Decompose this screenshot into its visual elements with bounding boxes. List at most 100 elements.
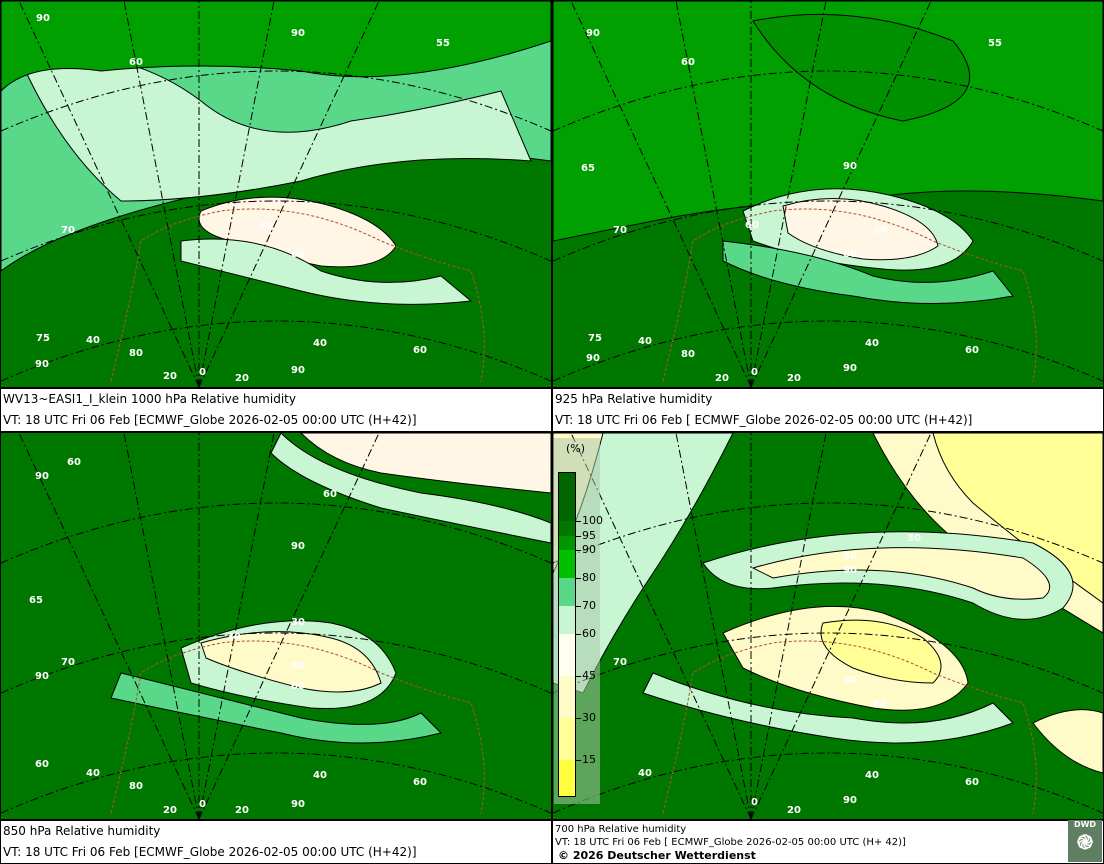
latitude-line <box>553 200 1103 262</box>
legend-tick <box>575 760 581 761</box>
legend-tick <box>575 521 581 522</box>
contour-label: 90 <box>843 161 857 172</box>
contour-label: 60 <box>129 57 143 68</box>
map-700: 30 60 90 70 30 60 40 40 60 0 20 90 <box>553 433 1103 819</box>
contour-label: 75 <box>36 333 50 344</box>
contour-label: 40 <box>638 336 652 347</box>
legend-tick-label: 100 <box>582 514 603 527</box>
caption-925: 925 hPa Relative humidity VT: 18 UTC Fri … <box>553 389 1103 431</box>
longitude-line <box>123 1 200 387</box>
legend-tick <box>575 536 581 537</box>
longitude-line <box>18 1 200 387</box>
country-border <box>662 640 1037 814</box>
contour-label: 70 <box>613 225 627 236</box>
humidity-area <box>200 631 382 693</box>
longitude-line <box>198 433 275 819</box>
humidity-area <box>1 1 551 92</box>
legend-tick <box>575 676 581 677</box>
contour-label: 90 <box>35 671 49 682</box>
humidity-area <box>180 238 473 305</box>
panel-title: 925 hPa Relative humidity <box>555 392 713 406</box>
contour-label: 90 <box>291 799 305 810</box>
contour-label: 30 <box>907 533 921 544</box>
contour-label: 60 <box>843 249 857 260</box>
latitude-line <box>553 320 1103 382</box>
contour-label: 60 <box>681 57 695 68</box>
longitude-line <box>570 433 752 819</box>
contour-label: 60 <box>291 249 305 260</box>
contour-label: 90 <box>291 28 305 39</box>
contour-label: 60 <box>965 345 979 356</box>
contour-label: 20 <box>787 373 801 384</box>
copyright: © 2026 Deutscher Wetterdienst <box>558 849 756 862</box>
logo-text: DWD <box>1073 820 1097 829</box>
longitude-line <box>18 433 200 819</box>
map-panel-1000hpa: 90 90 55 60 70 60 60 75 40 80 40 60 90 20 0 20 90 <box>1 1 551 387</box>
legend-swatch <box>559 578 575 606</box>
map-panel-700hpa: 30 60 90 70 30 60 40 40 60 0 20 90 <box>553 433 1103 819</box>
longitude-line <box>675 433 752 819</box>
contour-label: 80 <box>129 348 143 359</box>
dwd-logo: DWD ֎ <box>1068 820 1102 862</box>
contour-label: 90 <box>291 541 305 552</box>
legend-tick-label: 45 <box>582 669 596 682</box>
legend-tick-label: 80 <box>582 571 596 584</box>
contour-label: 60 <box>745 220 759 231</box>
valid-time: VT: 18 UTC Fri 06 Feb [ECMWF_Globe 2026-… <box>3 413 417 427</box>
contour-label: 20 <box>163 805 177 816</box>
legend-swatch <box>559 760 575 796</box>
longitude-line <box>198 1 380 387</box>
latitude-line <box>1 200 551 262</box>
longitude-line <box>123 433 200 819</box>
longitude-line <box>198 1 275 387</box>
legend-tick-label: 15 <box>582 753 596 766</box>
legend-tick <box>575 606 581 607</box>
country-border <box>110 640 485 814</box>
legend-tick <box>575 634 581 635</box>
contour-label: 60 <box>413 345 427 356</box>
panel-title: 700 hPa Relative humidity <box>555 824 687 835</box>
humidity-area <box>752 13 971 122</box>
humidity-area <box>270 433 551 544</box>
panel-title: 850 hPa Relative humidity <box>3 824 161 838</box>
legend-tick-label: 90 <box>582 543 596 556</box>
humidity-area <box>642 672 1014 744</box>
latitude-line <box>553 632 1103 694</box>
humidity-area <box>820 619 942 684</box>
contour-label: 20 <box>715 373 729 384</box>
legend-swatch <box>559 634 575 676</box>
legend-tick <box>575 578 581 579</box>
country-border <box>662 208 1037 382</box>
map-850: 60 90 60 90 65 70 30 30 80 60 90 60 40 80 40 60 20 0 20 90 <box>1 433 551 819</box>
contour-label: 60 <box>873 699 887 710</box>
contour-label: 20 <box>235 805 249 816</box>
valid-time: VT: 18 UTC Fri 06 Feb [ ECMWF_Globe 2026… <box>555 413 973 427</box>
contour-label: 80 <box>291 661 305 672</box>
contour-label: 30 <box>873 225 887 236</box>
contour-label: 55 <box>988 38 1002 49</box>
contour-label: 70 <box>613 657 627 668</box>
contour-label: 0 <box>199 799 206 810</box>
legend-swatch <box>559 676 575 718</box>
legend-tick-label: 60 <box>582 627 596 640</box>
contour-label: 90 <box>35 359 49 370</box>
contour-label: 0 <box>751 797 758 808</box>
caption-850: 850 hPa Relative humidity VT: 18 UTC Fri … <box>1 821 551 863</box>
latitude-line <box>1 752 551 814</box>
legend-swatch <box>559 718 575 760</box>
contour-label: 90 <box>291 365 305 376</box>
legend-swatch <box>559 606 575 634</box>
humidity-area <box>300 433 551 494</box>
latitude-line <box>553 70 1103 132</box>
contour-label: 0 <box>751 367 758 378</box>
longitude-line <box>750 1 827 387</box>
contour-label: 90 <box>843 795 857 806</box>
humidity-area <box>1032 709 1103 774</box>
contour-label: 30 <box>291 617 305 628</box>
contour-label: 40 <box>865 770 879 781</box>
contour-label: 90 <box>36 13 50 24</box>
contour-label: 30 <box>227 632 241 643</box>
contour-label: 20 <box>163 371 177 382</box>
contour-label: 90 <box>586 353 600 364</box>
longitude-line <box>675 1 752 387</box>
